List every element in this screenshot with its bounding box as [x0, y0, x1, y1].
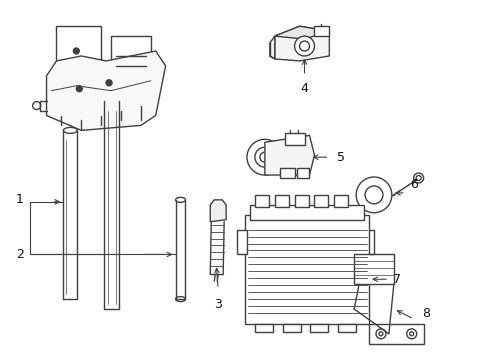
Polygon shape [275, 26, 329, 61]
Bar [111, 36, 151, 86]
Polygon shape [275, 26, 329, 39]
Circle shape [407, 329, 416, 339]
Bar [255, 195, 269, 207]
Polygon shape [270, 36, 275, 59]
Bar [56, 26, 101, 81]
Bar [311, 324, 328, 332]
Bar [354, 255, 394, 284]
Bar [250, 205, 364, 220]
Circle shape [255, 147, 275, 167]
Bar [369, 324, 424, 344]
Bar [237, 230, 247, 255]
Text: 4: 4 [300, 82, 309, 95]
Bar [283, 324, 300, 332]
Text: 2: 2 [16, 248, 24, 261]
Circle shape [106, 80, 112, 86]
Circle shape [247, 139, 283, 175]
Text: 8: 8 [422, 307, 431, 320]
Bar [285, 133, 305, 145]
Circle shape [294, 36, 315, 56]
Text: 6: 6 [410, 179, 417, 192]
Text: 7: 7 [393, 273, 401, 286]
Ellipse shape [63, 127, 77, 133]
Circle shape [379, 332, 383, 336]
Bar [294, 195, 309, 207]
Circle shape [416, 176, 421, 180]
Ellipse shape [175, 297, 185, 302]
Bar [334, 195, 348, 207]
Circle shape [74, 48, 79, 54]
Ellipse shape [103, 98, 119, 104]
Circle shape [76, 86, 82, 92]
Bar [280, 168, 294, 178]
Polygon shape [265, 135, 315, 175]
Text: 1: 1 [16, 193, 24, 206]
Circle shape [260, 152, 270, 162]
Circle shape [299, 41, 310, 51]
Bar [315, 26, 329, 36]
Circle shape [414, 173, 424, 183]
Circle shape [376, 329, 386, 339]
Circle shape [410, 332, 414, 336]
Bar [245, 215, 369, 324]
Circle shape [356, 177, 392, 213]
Bar [255, 324, 273, 332]
Polygon shape [47, 51, 166, 130]
Bar [275, 195, 289, 207]
Circle shape [365, 186, 383, 204]
Text: 3: 3 [214, 297, 222, 311]
Bar [296, 168, 309, 178]
Circle shape [33, 102, 41, 109]
Text: 5: 5 [337, 151, 345, 164]
Bar [315, 195, 328, 207]
Bar [338, 324, 356, 332]
Ellipse shape [175, 197, 185, 202]
Polygon shape [210, 200, 226, 222]
